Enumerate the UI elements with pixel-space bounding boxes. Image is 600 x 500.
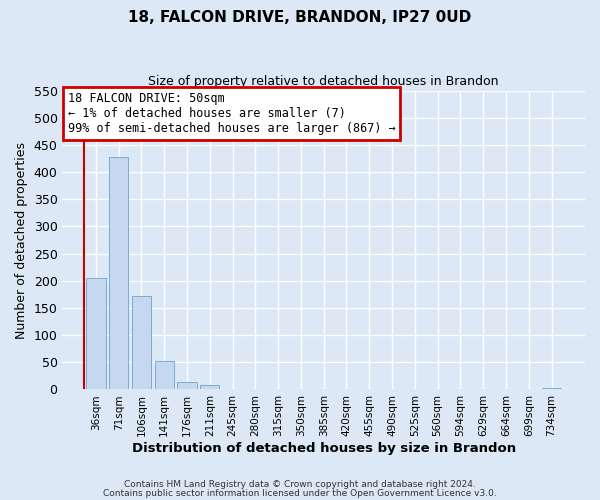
Y-axis label: Number of detached properties: Number of detached properties [15, 142, 28, 338]
Bar [86, 278, 106, 390]
Bar [132, 296, 151, 390]
Text: 18, FALCON DRIVE, BRANDON, IP27 0UD: 18, FALCON DRIVE, BRANDON, IP27 0UD [128, 10, 472, 25]
Bar [155, 360, 174, 390]
Bar [542, 388, 561, 390]
Bar [200, 384, 220, 390]
Text: 18 FALCON DRIVE: 50sqm
← 1% of detached houses are smaller (7)
99% of semi-detac: 18 FALCON DRIVE: 50sqm ← 1% of detached … [68, 92, 395, 135]
Title: Size of property relative to detached houses in Brandon: Size of property relative to detached ho… [148, 75, 499, 88]
Bar [178, 382, 197, 390]
Bar [109, 157, 128, 390]
X-axis label: Distribution of detached houses by size in Brandon: Distribution of detached houses by size … [131, 442, 516, 455]
Text: Contains HM Land Registry data © Crown copyright and database right 2024.: Contains HM Land Registry data © Crown c… [124, 480, 476, 489]
Text: Contains public sector information licensed under the Open Government Licence v3: Contains public sector information licen… [103, 488, 497, 498]
